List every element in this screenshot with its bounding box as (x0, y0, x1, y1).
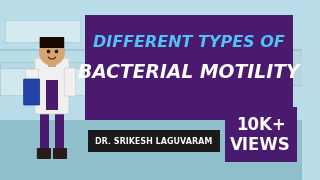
FancyBboxPatch shape (88, 130, 220, 152)
FancyBboxPatch shape (53, 148, 67, 159)
FancyBboxPatch shape (85, 15, 293, 120)
Text: 10K+: 10K+ (236, 116, 285, 134)
Circle shape (40, 39, 64, 65)
FancyBboxPatch shape (46, 80, 58, 110)
FancyBboxPatch shape (40, 37, 64, 48)
FancyBboxPatch shape (48, 59, 56, 67)
Text: VIEWS: VIEWS (230, 136, 291, 154)
FancyBboxPatch shape (55, 107, 64, 152)
FancyBboxPatch shape (0, 120, 302, 180)
FancyBboxPatch shape (40, 107, 49, 152)
FancyBboxPatch shape (0, 65, 85, 95)
FancyBboxPatch shape (24, 79, 40, 105)
FancyBboxPatch shape (5, 20, 80, 42)
FancyBboxPatch shape (64, 68, 76, 96)
Text: DIFFERENT TYPES OF: DIFFERENT TYPES OF (93, 35, 285, 50)
FancyBboxPatch shape (225, 107, 297, 162)
FancyBboxPatch shape (244, 50, 277, 90)
FancyBboxPatch shape (0, 62, 90, 68)
FancyBboxPatch shape (26, 69, 39, 103)
Text: BACTERIAL MOTILITY: BACTERIAL MOTILITY (78, 62, 300, 82)
Text: DR. SRIKESH LAGUVARAM: DR. SRIKESH LAGUVARAM (95, 136, 212, 145)
FancyBboxPatch shape (35, 58, 69, 114)
FancyBboxPatch shape (37, 148, 51, 159)
FancyBboxPatch shape (278, 50, 302, 85)
